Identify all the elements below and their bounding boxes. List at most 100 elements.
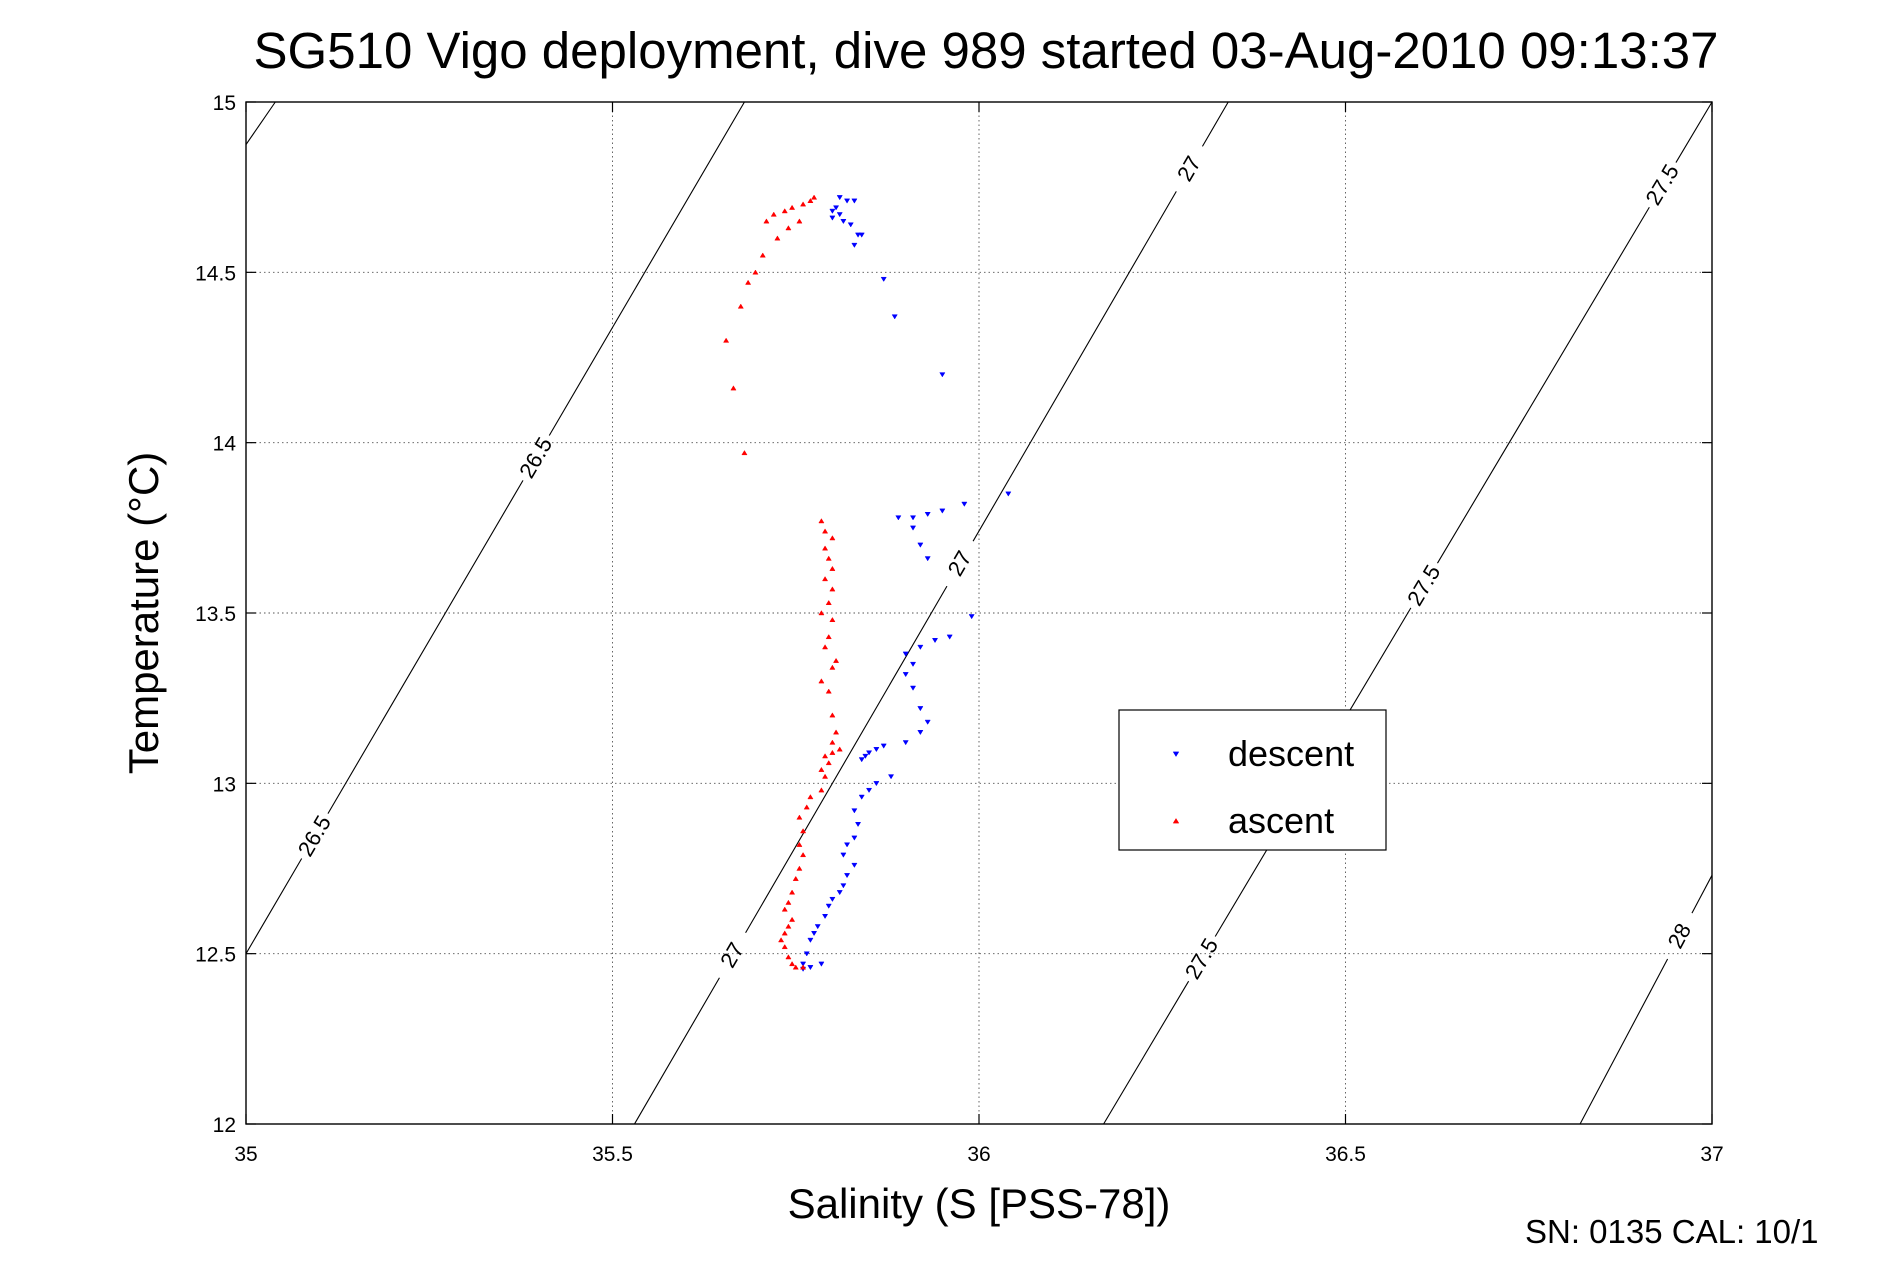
axis-ticks: 35 35.5 36 36.5 37 12 12.5 13 13.5 14 14.5 15 [195,92,1724,1166]
ascent-marker [792,964,799,970]
ascent-marker [822,753,829,759]
ascent-marker [818,610,825,616]
ascent-marker [785,923,792,929]
ascent-marker [800,828,807,834]
ascent-marker [770,211,777,217]
y-axis-label: Temperature (°C) [120,452,167,775]
descent-marker [858,232,865,238]
ascent-marker [752,269,759,275]
ascent-marker [825,688,832,694]
isopycnal-line [634,977,720,1125]
descent-marker [800,961,807,967]
descent-marker [858,757,865,763]
descent-marker [939,508,946,514]
descent-marker [902,672,909,678]
ascent-marker [818,678,825,684]
descent-marker [866,750,873,756]
ascent-marker [792,875,799,881]
isopycnal-line [245,101,276,145]
descent-marker [855,822,862,828]
ascent-marker [825,760,832,766]
descent-marker [811,931,818,937]
y-tick-label: 13 [213,773,236,796]
descent-marker [917,644,924,650]
ascent-marker [825,599,832,605]
descent-marker [851,808,858,814]
descent-marker [814,924,821,930]
ascent-marker [800,201,807,207]
ascent-marker [825,634,832,640]
ascent-marker [818,518,825,524]
grid-lines [246,102,1712,1124]
x-tick-label: 37 [1700,1143,1723,1166]
isopycnal-line [1579,958,1669,1125]
ascent-marker [789,204,796,210]
descent-marker [902,740,909,746]
ascent-marker [730,385,737,391]
descent-marker [931,638,939,644]
ascent-marker [781,906,788,912]
ascent-marker [789,916,796,922]
descent-marker [909,661,917,667]
ascent-marker [811,194,818,200]
ascent-marker [836,746,843,752]
ascent-marker [796,865,803,871]
descent-marker [836,212,843,218]
ascent-marker [789,961,796,967]
isopycnal-line [1201,101,1229,147]
ascent-marker [800,964,807,970]
isopycnal-line [1675,101,1713,163]
ascent-marker [800,852,807,858]
descent-marker [873,747,880,753]
ascent-marker [822,644,829,650]
ascent-marker [822,576,829,582]
ascent-marker [723,337,730,343]
descent-marker [858,794,865,800]
ascent-marker [829,739,836,745]
isopycnal-line [245,858,303,954]
descent-marker [924,556,931,562]
ascent-marker [829,749,836,755]
ascent-marker [822,528,829,534]
ascent-marker [785,225,792,231]
x-tick-label: 35.5 [592,1143,633,1166]
legend-markers [1172,751,1180,824]
y-tick-label: 14.5 [195,262,236,285]
ascent-marker [825,555,832,561]
ascent-marker [785,899,792,905]
descent-marker [847,222,854,228]
ascent-marker [829,586,836,592]
legend-label-ascent: ascent [1228,800,1334,841]
descent-marker [818,961,825,967]
y-tick-label: 12 [213,1114,236,1137]
descent-marker [909,685,917,691]
ascent-marker [785,954,792,960]
descent-marker [895,515,902,521]
descent-marker [844,198,851,204]
descent-marker [829,215,836,221]
ascent-marker [763,218,770,224]
isopycnal-line [1103,980,1190,1125]
ascent-marker [789,889,796,895]
ascent-marker [818,766,825,772]
descent-marker [924,512,931,518]
descent-marker [825,903,832,909]
descent-marker [917,730,924,736]
legend-marker-ascent [1172,817,1180,824]
descent-marker [851,198,858,204]
ascent-marker [833,729,840,735]
y-tick-label: 14 [213,433,237,456]
x-tick-label: 36 [967,1143,990,1166]
ascent-marker [822,773,829,779]
descent-marker [887,774,895,780]
descent-marker [844,842,851,848]
descent-marker [917,706,924,712]
isopycnal-line [745,585,948,934]
descent-marker [836,890,843,896]
sensor-calibration-footer: SN: 0135 CAL: 10/1 [1525,1213,1819,1250]
descent-marker [873,781,880,787]
descent-marker [902,651,909,657]
descent-marker [822,913,829,920]
y-tick-label: 12.5 [195,944,236,967]
